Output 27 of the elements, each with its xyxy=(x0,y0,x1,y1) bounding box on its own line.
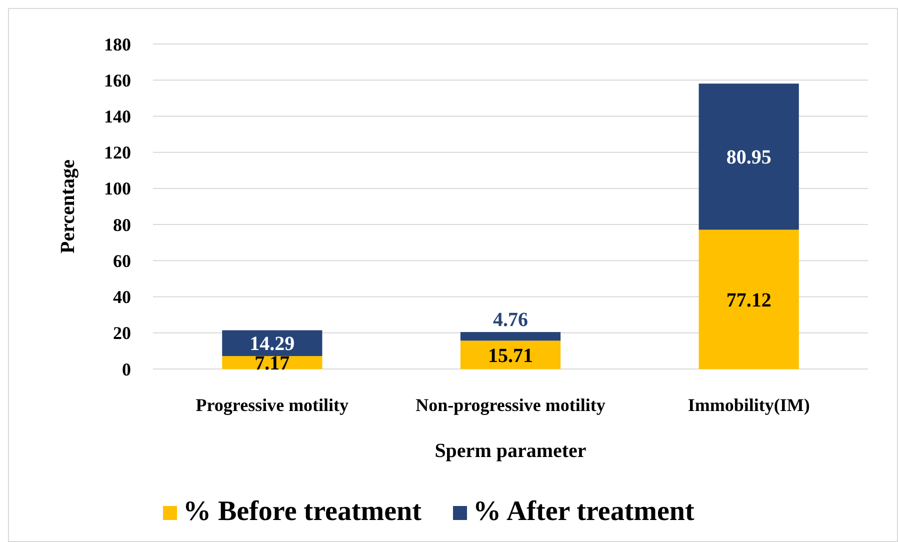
data-label: 4.76 xyxy=(493,309,528,332)
data-label: 15.71 xyxy=(488,344,533,367)
x-tick-label: Non-progressive motility xyxy=(416,395,606,415)
y-tick-label: 80 xyxy=(113,214,131,235)
y-tick-label: 0 xyxy=(122,359,131,380)
y-tick-label: 60 xyxy=(113,250,131,271)
data-label: 7.17 xyxy=(254,352,290,375)
y-tick-label: 180 xyxy=(104,34,131,54)
bar xyxy=(698,230,799,369)
bar xyxy=(460,340,561,369)
y-axis-title: Percentage xyxy=(57,159,79,254)
bar xyxy=(698,84,799,230)
y-tick-label: 160 xyxy=(104,70,131,90)
x-axis-title: Sperm parameter xyxy=(434,440,586,462)
x-tick-label: Progressive motility xyxy=(196,395,349,415)
y-tick-label: 100 xyxy=(104,178,131,199)
data-label: 14.29 xyxy=(250,333,295,356)
y-tick-label: 40 xyxy=(113,287,131,308)
bar xyxy=(460,332,561,341)
data-label: 77.12 xyxy=(726,289,772,312)
y-tick-label: 20 xyxy=(113,323,131,344)
legend-label: % After treatment xyxy=(473,496,695,527)
data-label: 80.95 xyxy=(726,146,772,169)
y-tick-label: 120 xyxy=(104,142,131,163)
y-tick-label: 140 xyxy=(104,106,131,127)
legend-label: % Before treatment xyxy=(183,496,422,527)
x-tick-label: Immobility(IM) xyxy=(688,395,810,415)
